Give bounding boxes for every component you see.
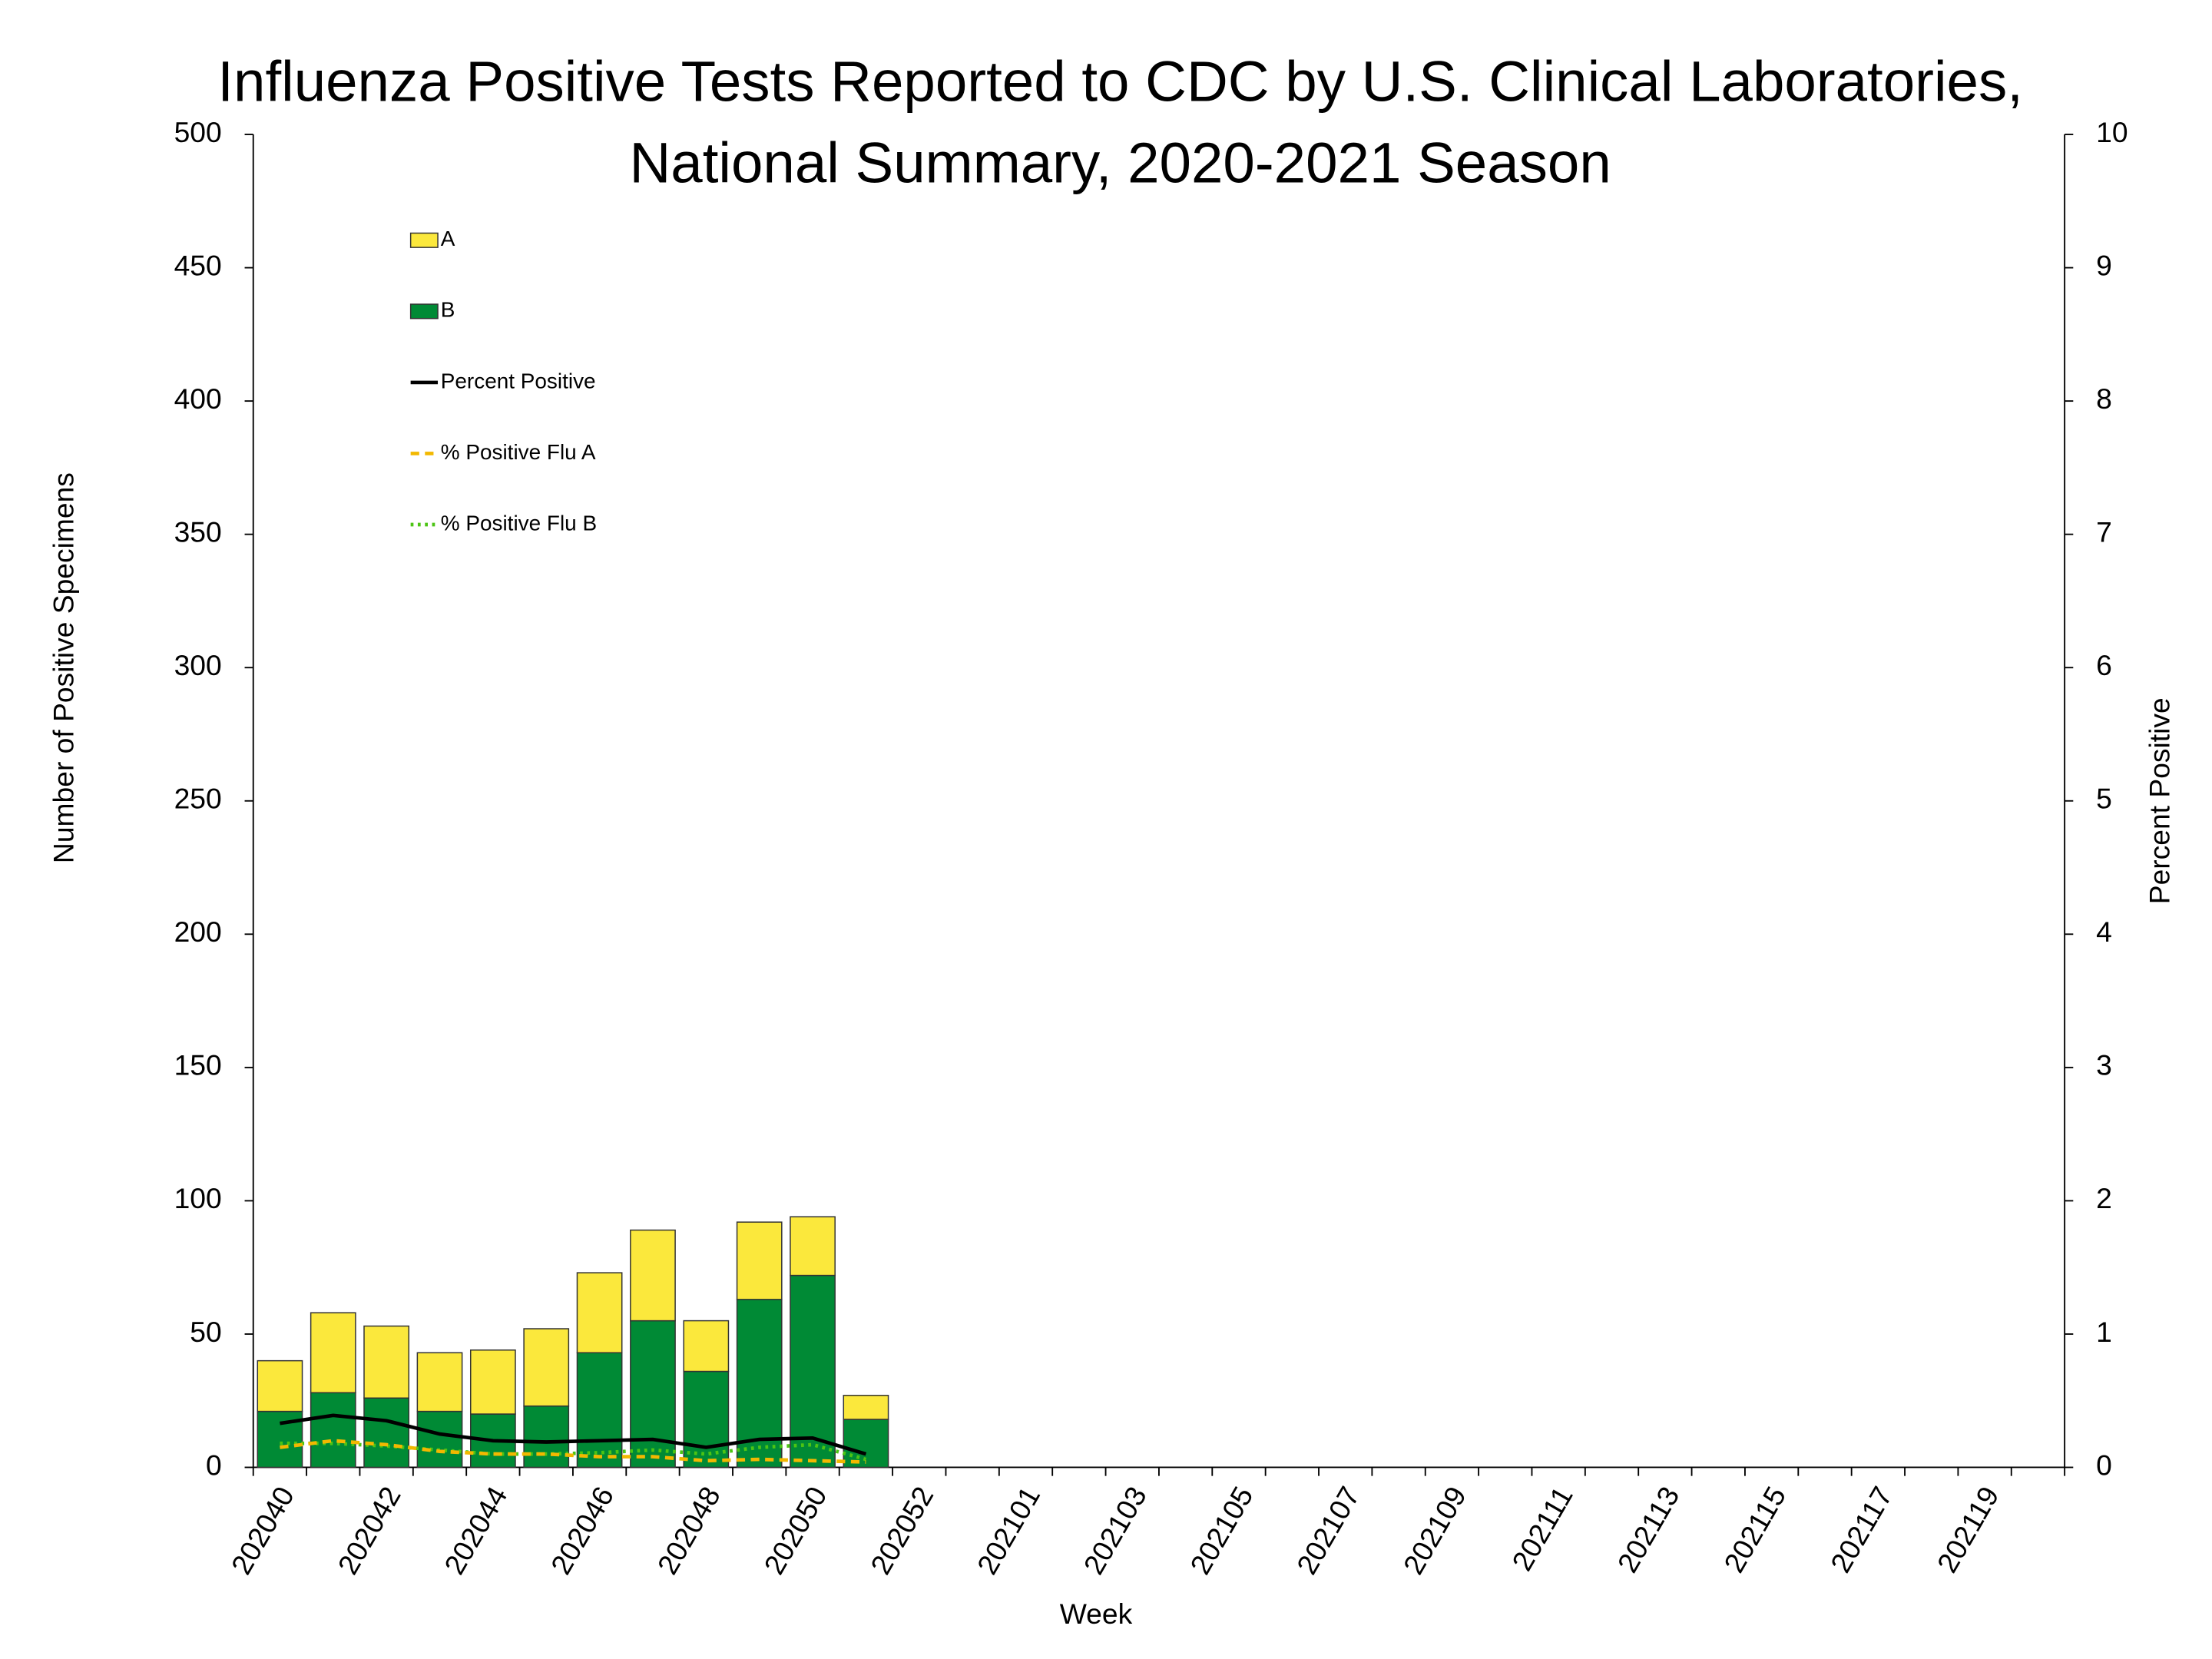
bar (790, 1216, 836, 1277)
bar (416, 1410, 463, 1469)
bar (843, 1395, 889, 1420)
legend-label: A (441, 227, 455, 250)
y-axis-label: Number of Positive Specimens (48, 472, 80, 863)
y2-tick-label: 2 (2096, 1182, 2112, 1214)
y2-tick-label: 3 (2096, 1049, 2112, 1081)
bar (416, 1352, 463, 1412)
x-tick-label: 202044 (438, 1481, 514, 1580)
y2-tick-label: 1 (2096, 1316, 2112, 1348)
bar (257, 1410, 303, 1469)
bar (736, 1221, 783, 1300)
chart-title: Influenza Positive Tests Reported to CDC… (217, 49, 2023, 113)
chart-title: National Summary, 2020-2021 Season (629, 131, 1611, 195)
line (280, 1441, 867, 1462)
x-tick-label: 202048 (651, 1481, 727, 1580)
x-tick-label: 202117 (1824, 1481, 1899, 1578)
x-tick-label: 202101 (971, 1481, 1047, 1580)
y-tick-label: 0 (206, 1449, 222, 1481)
y2-tick-label: 5 (2096, 783, 2112, 815)
y2-tick-label: 10 (2096, 116, 2128, 148)
x-axis-label: Week (1060, 1598, 1133, 1630)
bar (576, 1352, 623, 1469)
line (280, 1439, 866, 1464)
x-tick-label: 202107 (1290, 1481, 1366, 1580)
x-tick-label: 202109 (1397, 1481, 1473, 1580)
x-tick-label: 202119 (1931, 1481, 2005, 1578)
legend-label: B (441, 298, 455, 322)
bar (469, 1349, 516, 1415)
bar (630, 1229, 676, 1322)
y-tick-label: 50 (190, 1316, 221, 1348)
bar (310, 1312, 356, 1394)
x-tick-label: 202052 (864, 1481, 940, 1580)
x-tick-label: 202042 (331, 1481, 407, 1580)
line (280, 1413, 867, 1456)
x-tick-label: 202040 (225, 1481, 301, 1580)
x-tick-label: 202050 (757, 1481, 833, 1580)
y-tick-label: 100 (174, 1182, 222, 1214)
x-tick-label: 202105 (1184, 1481, 1260, 1580)
bar (683, 1370, 730, 1469)
legend-swatch (409, 232, 439, 248)
y-tick-label: 450 (174, 249, 222, 281)
y-tick-label: 300 (174, 649, 222, 681)
bar (843, 1419, 889, 1469)
y2-axis-label: Percent Positive (2144, 697, 2176, 904)
y2-tick-label: 9 (2096, 249, 2112, 281)
bar (523, 1405, 570, 1469)
y2-tick-label: 4 (2096, 916, 2112, 948)
y-tick-label: 350 (174, 516, 222, 548)
bar (363, 1397, 410, 1469)
y-tick-label: 200 (174, 916, 222, 948)
bar (363, 1325, 410, 1399)
bar (523, 1328, 570, 1407)
legend-swatch (409, 303, 439, 320)
x-tick-label: 202111 (1505, 1481, 1579, 1576)
x-tick-label: 202046 (545, 1481, 621, 1580)
bar (630, 1320, 676, 1469)
x-tick-label: 202115 (1717, 1481, 1792, 1578)
x-tick-label: 202113 (1611, 1481, 1685, 1578)
y-tick-label: 250 (174, 783, 222, 815)
legend-label: % Positive Flu A (441, 440, 596, 464)
y2-tick-label: 8 (2096, 382, 2112, 415)
bar (683, 1320, 730, 1373)
y2-tick-label: 0 (2096, 1449, 2112, 1481)
bar (257, 1359, 303, 1412)
y-tick-label: 500 (174, 116, 222, 148)
x-tick-label: 202103 (1077, 1481, 1153, 1580)
y-tick-label: 400 (174, 382, 222, 415)
bar (310, 1392, 356, 1469)
y2-tick-label: 7 (2096, 516, 2112, 548)
y2-tick-label: 6 (2096, 649, 2112, 681)
legend-label: Percent Positive (441, 369, 596, 392)
legend-label: % Positive Flu B (441, 511, 597, 535)
y-tick-label: 150 (174, 1049, 222, 1081)
bar (576, 1272, 623, 1353)
